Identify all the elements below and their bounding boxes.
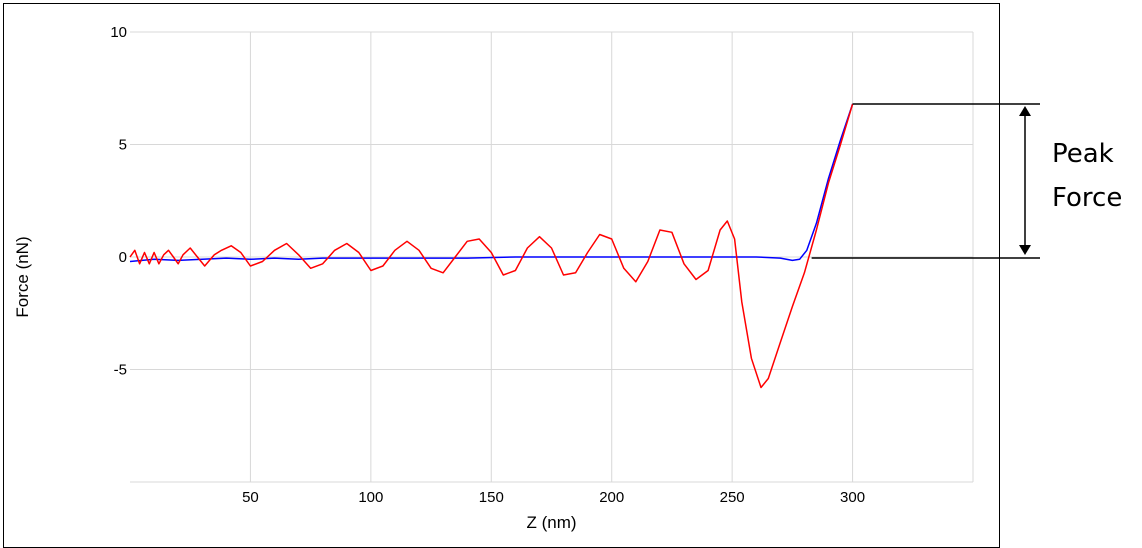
peak-force-label: Peak Force [1052, 132, 1122, 220]
x-tick-label: 300 [840, 489, 865, 506]
x-tick-label: 250 [720, 489, 745, 506]
series-lines [129, 103, 854, 389]
series-line-1 [129, 103, 854, 263]
gridlines [130, 31, 974, 483]
y-tick-label: -5 [114, 362, 127, 379]
y-tick-labels: 10 5 0 -5 [110, 24, 127, 379]
peak-force-annotation [811, 103, 1040, 259]
arrow-down-icon [1019, 245, 1031, 255]
y-tick-label: 10 [110, 24, 127, 41]
y-tick-label: 0 [119, 249, 127, 266]
peak-label-line1: Peak [1052, 139, 1114, 169]
y-tick-label: 5 [119, 137, 127, 154]
x-tick-label: 150 [479, 489, 504, 506]
y-axis-label: Force (nN) [13, 236, 32, 317]
x-tick-label: 100 [358, 489, 383, 506]
arrow-up-icon [1019, 106, 1031, 116]
peak-label-line2: Force [1052, 183, 1123, 213]
x-axis-label: Z (nm) [526, 513, 576, 532]
x-tick-labels: 50 100 150 200 250 300 [242, 489, 865, 506]
x-tick-label: 200 [599, 489, 624, 506]
x-tick-label: 50 [242, 489, 259, 506]
series-line-2 [129, 103, 854, 389]
